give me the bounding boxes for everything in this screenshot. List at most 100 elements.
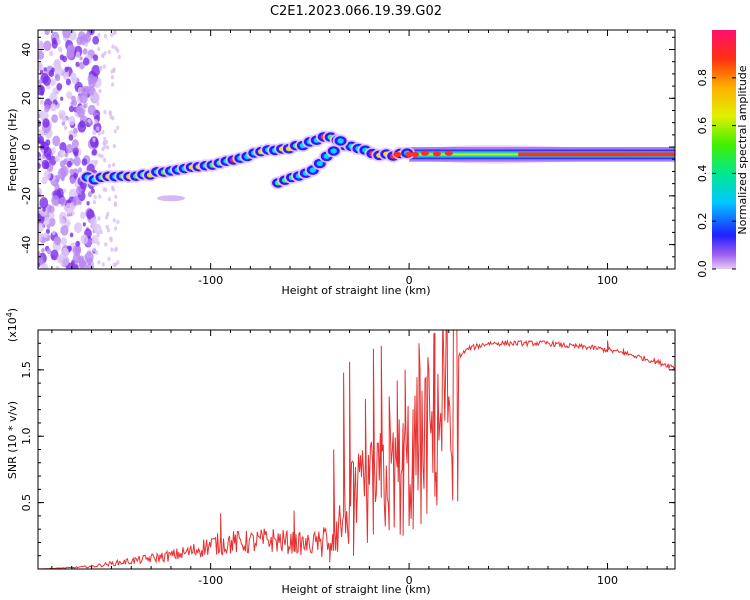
noise-blob [78,255,84,263]
noise-blob [114,46,118,51]
noise-blob [63,188,67,193]
noise-blob [111,68,116,74]
noise-blob [87,73,96,84]
noise-blob [103,157,107,163]
noise-blob [80,234,89,245]
noise-blob [38,191,41,197]
noise-blob [107,49,111,55]
noise-blob [89,217,97,227]
noise-blob [114,246,118,251]
noise-blob [56,188,64,198]
y-tick-label: 20 [20,91,33,105]
noise-blob [91,64,101,77]
noise-blob [107,163,112,168]
noise-blob [112,262,116,268]
x-tick-label: -100 [198,274,223,287]
noise-blob [39,99,44,105]
noise-blob [112,162,116,167]
noise-blob [42,207,46,212]
noise-blob [84,251,94,264]
noise-blob [90,188,95,194]
noise-blob [103,34,108,39]
noise-blob [111,44,115,49]
noise-blob [43,67,47,72]
noise-blob [39,197,49,209]
noise-blob [105,224,109,230]
noise-blob [93,194,97,200]
noise-blob [41,149,44,154]
noise-blob [99,65,103,71]
noise-blob [51,195,60,206]
noise-blob [43,146,52,158]
noise-blob [83,103,87,109]
noise-blob [113,202,117,207]
noise-blob [42,118,50,128]
branch-blob-core [316,160,323,167]
noise-blob [73,156,81,167]
noise-blob [68,116,76,126]
noise-blob [102,64,106,69]
noise-blob [79,120,86,128]
noise-blob [52,135,61,147]
noise-blob [69,232,74,238]
y-tick-label: 40 [20,43,33,57]
noise-blob [98,88,102,94]
y-tick-label: 0.5 [20,494,33,512]
noise-blob [104,242,108,247]
noise-blob [87,104,96,116]
noise-blob [39,69,44,75]
noise-blob [40,263,49,269]
noise-blob [96,241,100,246]
noise-blob [38,135,44,145]
noise-blob [38,120,42,127]
noise-blob [116,125,120,130]
noise-blob [157,195,185,202]
noise-blob [92,247,96,252]
noise-blob [70,177,75,184]
noise-blob [56,83,63,91]
noise-blob [51,230,56,236]
noise-blob [68,134,74,141]
noise-blob [101,53,105,58]
noise-blob [43,232,48,239]
snr-multiplier-label: (x104) [5,308,19,342]
noise-blob [59,196,67,206]
noise-blob [91,239,95,244]
noise-blob [40,143,46,150]
noise-blob [50,78,56,87]
noise-blob [113,30,117,35]
colorbar-tick-label: 0.4 [696,165,709,183]
noise-blob [41,159,49,170]
noise-blob [113,129,117,134]
noise-blob [66,49,75,60]
noise-blob [97,33,101,38]
noise-blob [87,118,91,123]
spectrogram-frame [37,29,676,270]
noise-blob [44,104,50,112]
noise-blob [111,185,115,190]
noise-blob [75,105,82,114]
noise-blob [81,158,88,166]
noise-blob [38,114,41,119]
hot-spot [432,151,441,157]
noise-blob [55,265,60,269]
noise-blob [86,201,90,206]
noise-blob [58,149,65,158]
snr-multiplier-exponent: 4 [5,312,14,317]
noise-blob [38,45,41,52]
hot-spot [411,151,419,157]
noise-blob [78,167,83,173]
noise-blob [110,75,115,80]
noise-blob [93,76,98,82]
noise-blob [107,196,112,202]
noise-blob [97,46,101,52]
noise-blob [103,109,107,115]
noise-blob [66,160,72,168]
y-tick-label: -20 [20,187,33,205]
noise-blob [46,248,52,255]
noise-blob [71,139,79,149]
noise-blob [103,136,107,142]
noise-blob [99,229,103,235]
noise-blob [91,148,97,156]
noise-blob [112,143,116,149]
